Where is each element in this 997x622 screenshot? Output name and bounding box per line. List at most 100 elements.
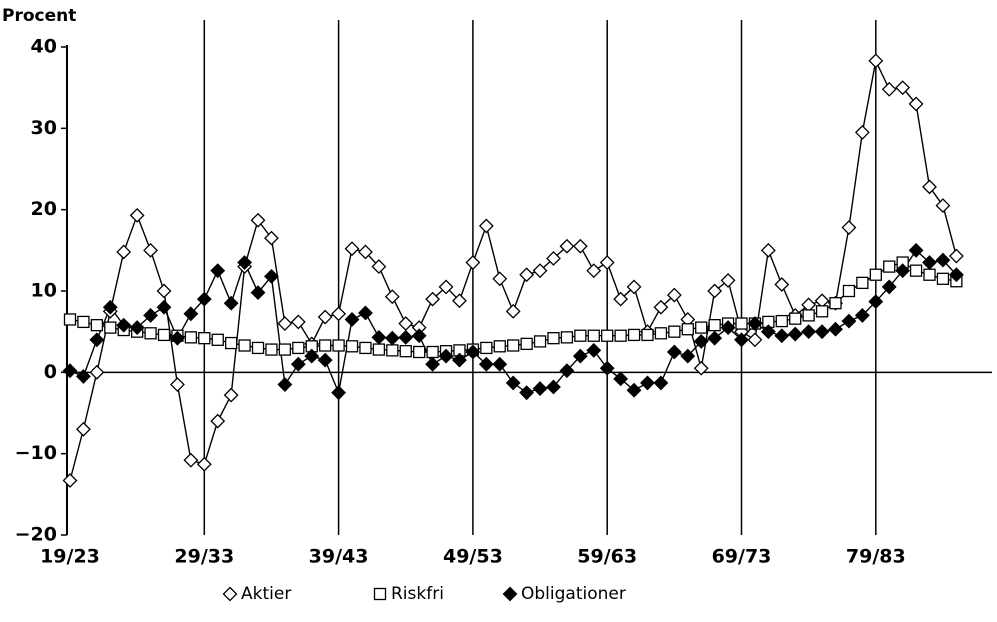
point (196, 291, 212, 307)
point (774, 277, 790, 292)
point (923, 268, 936, 281)
point (492, 356, 508, 372)
point (599, 255, 615, 270)
point (238, 339, 251, 352)
point (331, 306, 347, 322)
point (452, 352, 467, 368)
point (317, 352, 333, 368)
point (693, 334, 709, 349)
point (413, 345, 426, 359)
point (881, 81, 897, 97)
point (384, 289, 400, 305)
point (398, 316, 414, 331)
point (319, 339, 332, 352)
legend-label: Aktier (241, 584, 291, 604)
point (89, 364, 105, 380)
point (63, 313, 77, 326)
legend-marker (222, 586, 238, 602)
point (519, 385, 535, 401)
point (640, 375, 655, 391)
point (129, 320, 145, 336)
y-tick-label: 10 (31, 280, 57, 302)
point (452, 293, 467, 309)
point (666, 344, 682, 360)
point (264, 268, 279, 284)
point (707, 283, 723, 299)
point (317, 309, 333, 325)
point (264, 230, 279, 246)
point (626, 279, 642, 295)
point (775, 314, 788, 328)
x-tick-label: 49/53 (443, 546, 503, 568)
point (196, 456, 212, 472)
point (265, 343, 278, 356)
series-line (69, 249, 957, 396)
point (76, 368, 91, 384)
point (572, 348, 588, 364)
point (116, 244, 132, 260)
point (908, 242, 924, 258)
point (372, 343, 386, 356)
point (116, 317, 132, 333)
point (438, 348, 454, 364)
point (62, 363, 78, 379)
point (747, 332, 763, 348)
point (143, 242, 158, 258)
point (547, 332, 560, 345)
point (546, 379, 561, 395)
point (666, 287, 682, 303)
point (936, 272, 950, 285)
point (802, 309, 815, 322)
point (735, 317, 748, 330)
point (345, 340, 359, 353)
y-tick-label: 40 (31, 36, 57, 58)
point (465, 344, 481, 360)
point (89, 332, 105, 348)
point (332, 339, 345, 352)
point (854, 307, 870, 323)
point (854, 124, 870, 140)
point (76, 421, 91, 437)
point (359, 341, 372, 355)
point (774, 328, 790, 344)
point (183, 306, 199, 322)
point (425, 291, 441, 307)
point (586, 263, 602, 279)
point (519, 267, 535, 283)
point (574, 329, 587, 342)
point (829, 297, 842, 310)
point (681, 323, 694, 336)
point (868, 53, 884, 69)
point (290, 314, 306, 330)
point (478, 356, 494, 372)
point (842, 284, 856, 298)
point (465, 255, 481, 270)
point (358, 244, 373, 260)
point (586, 342, 602, 358)
point (601, 329, 614, 342)
point (156, 299, 172, 315)
point (104, 321, 117, 334)
point (344, 312, 360, 327)
point (533, 335, 547, 348)
x-tick-label: 59/63 (577, 546, 637, 568)
point (922, 255, 937, 270)
point (157, 328, 171, 342)
point (520, 337, 533, 351)
point (909, 264, 923, 277)
point (90, 319, 104, 332)
point (493, 340, 506, 353)
point (868, 294, 884, 309)
point (210, 263, 226, 279)
point (747, 316, 763, 331)
y-tick-label: 30 (31, 117, 57, 139)
point (653, 299, 669, 315)
point (948, 267, 964, 283)
point (102, 299, 118, 315)
point (331, 385, 347, 401)
legend-label: Riskfri (391, 584, 444, 604)
point (62, 473, 78, 488)
x-tick-label: 29/33 (174, 546, 234, 568)
point (653, 375, 669, 391)
